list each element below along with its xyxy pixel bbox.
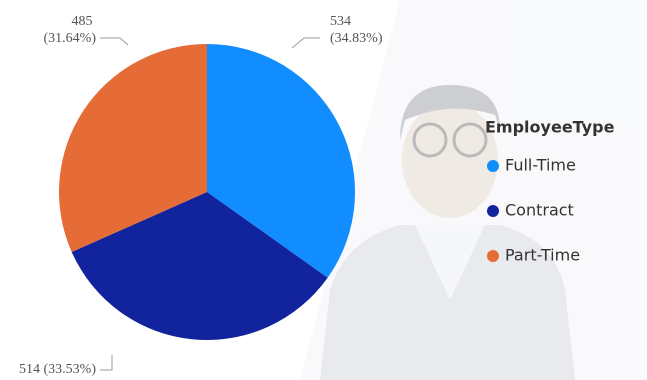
legend-label: Full-Time: [505, 156, 576, 175]
data-label-line: (31.64%): [44, 31, 97, 46]
leader-line: [291, 37, 320, 49]
legend-label: Contract: [505, 201, 574, 220]
data-label: 485 (31.64%): [44, 14, 97, 46]
data-label: 514 (33.53%): [19, 362, 96, 377]
legend-title: EmployeeType: [485, 118, 615, 137]
data-label-line: (34.83%): [330, 31, 383, 46]
legend-marker: [487, 160, 499, 172]
data-label-line: 485: [72, 14, 97, 29]
legend-marker: [487, 205, 499, 217]
legend-label: Part-Time: [505, 246, 580, 265]
pie-slice: [71, 192, 328, 340]
data-label-line: 534: [330, 14, 355, 29]
pie-slice: [207, 44, 356, 278]
leader-line: [100, 37, 129, 46]
background-illustration: [300, 0, 647, 380]
legend-marker: [487, 250, 499, 262]
data-label: 534 (34.83%): [330, 14, 383, 46]
pie-slice: [59, 44, 207, 252]
leader-line: [100, 355, 113, 371]
